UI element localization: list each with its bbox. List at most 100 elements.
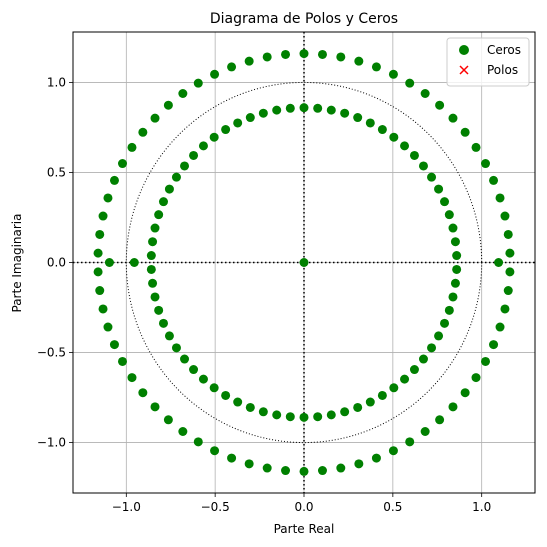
zero-point-ring1-64: [434, 331, 444, 341]
zero-point-ring1-11: [377, 125, 387, 135]
zero-point-ring0-18: [281, 49, 291, 59]
zero-point-ring0-35: [93, 267, 103, 277]
zero-point-ring1-24: [209, 132, 219, 142]
y-axis-title: Parte Imaginaria: [10, 214, 24, 313]
zero-point-ring0-9: [435, 100, 445, 110]
zero-point-ring0-15: [336, 52, 346, 62]
zero-point-ring1-31: [154, 210, 164, 220]
zero-point-ring0-22: [210, 69, 220, 79]
zero-point-ring0-51: [281, 466, 291, 476]
zero-point-ring0-14: [354, 56, 364, 66]
zero-point-ring1-65: [440, 318, 450, 328]
zero-point-ring1-62: [418, 354, 428, 364]
zero-point-ring0-62: [460, 388, 470, 398]
zero-point-ring0-60: [435, 415, 445, 425]
zero-point-ring1-30: [158, 197, 168, 207]
zero-point-ring0-24: [178, 89, 188, 99]
zero-point-ring0-38: [103, 322, 113, 332]
zero-point-ring1-23: [221, 125, 231, 135]
chart-title: Diagrama de Polos y Ceros: [210, 11, 398, 27]
zero-point-ring1-17: [299, 103, 309, 113]
legend: Ceros Polos: [446, 37, 530, 87]
zero-point-ring1-43: [189, 365, 199, 375]
zero-point-ring1-53: [313, 412, 323, 422]
zero-point-ring0-67: [500, 304, 510, 314]
zero-point-ring0-30: [109, 175, 119, 185]
zero-point-ring1-48: [245, 402, 255, 412]
zero-point-ring1-33: [148, 237, 158, 247]
zero-point-ring0-29: [117, 159, 127, 169]
zero-point-ring0-41: [127, 373, 137, 383]
zero-point-ring1-21: [245, 113, 255, 123]
zero-point-ring0-34: [93, 248, 103, 258]
zero-point-ring0-20: [244, 56, 254, 66]
x-tick-label-3: 0.5: [383, 500, 402, 514]
zero-point-ring0-40: [117, 356, 127, 366]
zero-point-ring1-68: [450, 278, 460, 288]
zero-point-ring0-19: [262, 52, 272, 62]
zero-point-ring0-63: [471, 373, 481, 383]
zero-point-ring1-18: [285, 103, 295, 113]
zero-point-ring0-3: [495, 193, 505, 203]
zero-point-ring1-5: [434, 184, 444, 194]
zero-point-ring0-7: [460, 127, 470, 137]
zero-point-ring1-12: [365, 118, 375, 128]
zero-point-ring1-37: [150, 292, 160, 302]
zero-point-ring1-42: [180, 354, 190, 364]
x-axis-title: Parte Real: [274, 522, 335, 536]
zero-point-ring1-1: [450, 237, 460, 247]
y-tick-label-4: 1.0: [47, 75, 66, 89]
zero-point-ring1-7: [418, 161, 428, 171]
zero-point-ring1-45: [209, 383, 219, 393]
zero-point-ring0-42: [138, 388, 148, 398]
zero-point-ring1-54: [326, 410, 336, 420]
zero-point-ring1-26: [189, 150, 199, 160]
zero-point-ring1-29: [164, 184, 174, 194]
zero-point-ring1-22: [233, 118, 243, 128]
zero-point-ring1-19: [272, 105, 282, 115]
zero-point-ring0-69: [505, 267, 515, 277]
zero-point-ring1-3: [444, 210, 454, 220]
zero-markers: [93, 49, 515, 476]
zero-point-ring1-52: [299, 412, 309, 422]
y-tick-label-3: 0.5: [47, 165, 66, 179]
zero-point-ring1-66: [444, 305, 454, 315]
zero-point-ring1-16: [313, 103, 323, 113]
zero-point-ring0-45: [178, 426, 188, 436]
zero-point-ring1-13: [353, 113, 363, 123]
zero-point-ring0-50: [262, 463, 272, 473]
zero-point-ring0-39: [109, 340, 119, 350]
zero-point-3: [129, 258, 139, 267]
zero-point-ring1-27: [180, 161, 190, 171]
zero-point-ring0-13: [371, 62, 381, 72]
zero-point-ring0-65: [489, 340, 499, 350]
zero-point-ring1-4: [440, 197, 450, 207]
zero-point-ring0-27: [138, 127, 148, 137]
zero-point-ring0-25: [163, 100, 173, 110]
zero-point-ring0-52: [299, 466, 309, 476]
zero-point-ring0-48: [227, 453, 237, 463]
zero-point-ring1-2: [448, 223, 458, 233]
zero-point-ring1-49: [258, 407, 268, 417]
zero-point-ring1-47: [233, 397, 243, 407]
x-tick-label-2: 0.0: [294, 500, 313, 514]
zero-point-ring0-0: [505, 248, 515, 258]
x-tick-label-1: −0.5: [201, 500, 230, 514]
zero-point-ring1-32: [150, 223, 160, 233]
zero-point-ring0-54: [336, 463, 346, 473]
zero-point-ring0-31: [103, 193, 113, 203]
y-axis-ticks: −1.0 −0.5 0.0 0.5 1.0: [37, 75, 73, 450]
zero-point-ring1-59: [389, 383, 399, 393]
zero-point-ring1-55: [340, 407, 350, 417]
x-axis-ticks: −1.0 −0.5 0.0 0.5 1.0: [112, 493, 491, 514]
legend-ceros-marker: [459, 45, 469, 55]
zero-point-ring0-47: [210, 446, 220, 456]
zero-point-ring0-4: [489, 175, 499, 185]
zero-point-ring1-44: [198, 374, 208, 384]
zero-point-ring0-49: [244, 459, 254, 469]
zero-point-ring0-2: [500, 211, 510, 221]
zero-point-ring0-56: [371, 453, 381, 463]
zero-point-ring1-40: [164, 331, 174, 341]
zero-point-2: [104, 258, 114, 267]
